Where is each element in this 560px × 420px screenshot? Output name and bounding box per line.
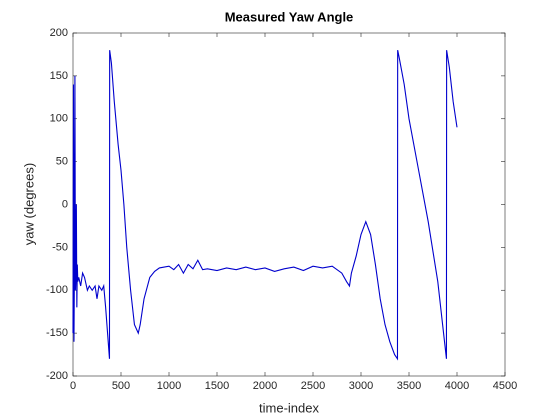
y-tick-label: -150	[46, 327, 68, 339]
x-axis-label: time-index	[259, 400, 319, 415]
x-tick-label: 500	[112, 380, 130, 392]
y-tick-label: 100	[50, 113, 68, 125]
x-tick-label: 1500	[205, 380, 229, 392]
y-axis-label: yaw (degrees)	[21, 163, 36, 245]
y-tick-label: -100	[46, 284, 68, 296]
plot-area	[72, 32, 506, 377]
x-tick-label: 4000	[445, 380, 469, 392]
x-tick-label: 3000	[349, 380, 373, 392]
chart-title: Measured Yaw Angle	[225, 9, 354, 24]
y-tick-label: -50	[52, 241, 68, 253]
y-tick-label: -200	[46, 370, 68, 382]
x-tick-label: 2500	[301, 380, 325, 392]
x-tick-label: 1000	[157, 380, 181, 392]
y-tick-label: 0	[62, 198, 68, 210]
y-tick-label: 150	[50, 70, 68, 82]
x-tick-label: 4500	[493, 380, 517, 392]
line-series	[72, 50, 458, 361]
x-tick-label: 2000	[253, 380, 277, 392]
x-tick-label: 3500	[397, 380, 421, 392]
y-tick-label: 50	[56, 156, 68, 168]
y-tick-label: 200	[50, 27, 68, 39]
x-tick-label: 0	[70, 380, 76, 392]
